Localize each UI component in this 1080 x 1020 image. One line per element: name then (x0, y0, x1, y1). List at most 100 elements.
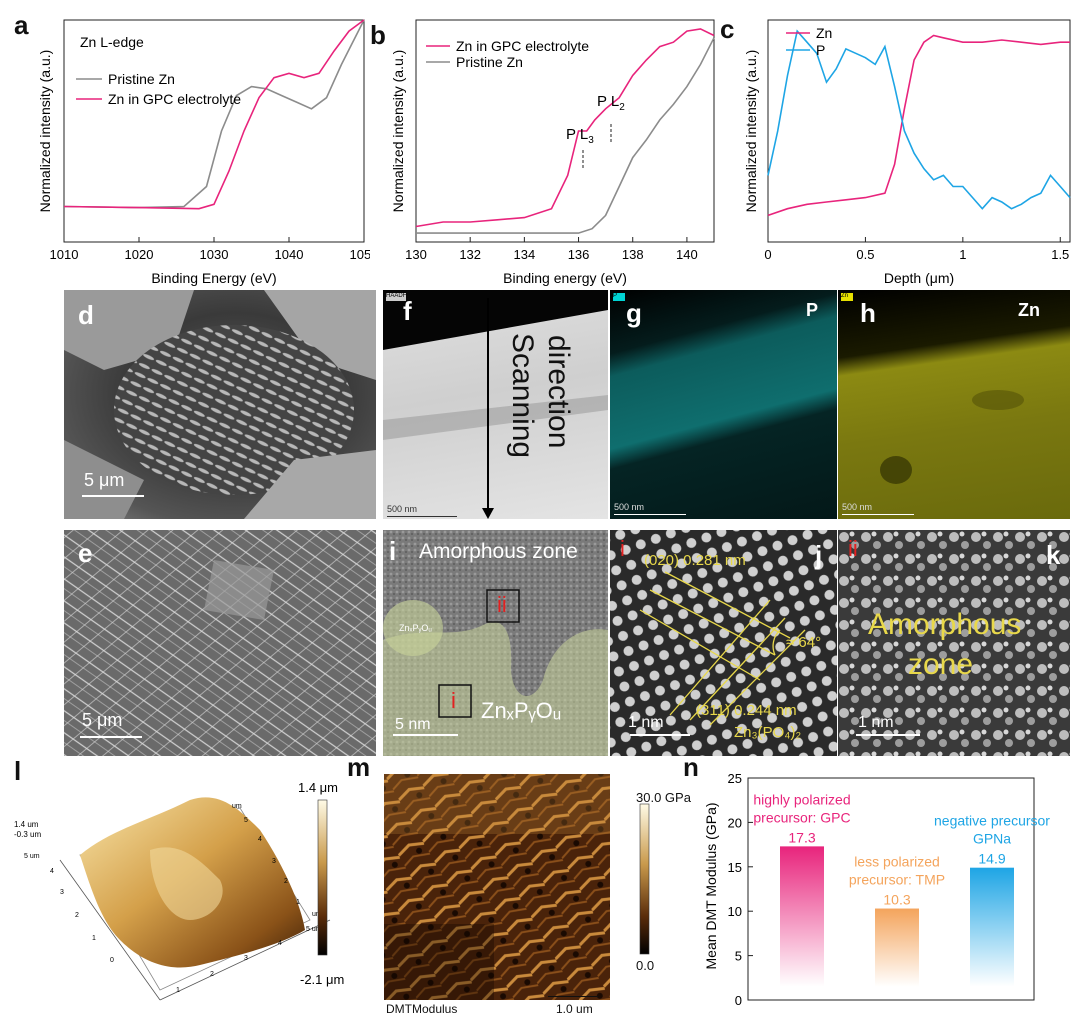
xtick-label-2-0: 0 (764, 247, 771, 262)
chart-a-title: Zn L-edge (80, 34, 144, 50)
chart-n: Mean DMT Modulus (GPa) 0 5 10 15 20 25 17.3 hi… (703, 771, 1050, 1008)
panel-letter-i: i (389, 536, 397, 566)
series-line-0-1 (63, 19, 365, 210)
chart-c-xlabel: Depth (μm) (884, 270, 954, 286)
xtick-label-1-1: 132 (459, 247, 481, 262)
scale-label-f: 500 nm (387, 504, 418, 514)
svg-text:5 um: 5 um (24, 853, 40, 860)
ytick-label-n-5: 25 (728, 771, 742, 786)
l-top-label: 1.4 um (14, 820, 39, 829)
i-phase-label: ZnₓPᵧOᵤ (481, 698, 562, 723)
xtick-label-0-3: 1040 (275, 247, 304, 262)
j-plane-311: (311) 0.244 nm (696, 702, 797, 719)
chart-a-xlabel: Binding Energy (eV) (151, 270, 276, 286)
series-line-2-0 (767, 34, 1070, 217)
scale-bar-h (842, 514, 914, 515)
l-cbar-min: -2.1 μm (300, 972, 344, 987)
xtick-label-0-0: 1010 (50, 247, 79, 262)
ytick-label-n-2: 10 (728, 904, 742, 919)
svg-text:1: 1 (92, 935, 96, 942)
m-colorbar (639, 803, 650, 955)
ytick-label-n-0: 0 (735, 993, 742, 1008)
svg-text:4: 4 (50, 868, 54, 875)
afm-map-m (384, 774, 610, 1000)
l-cbar-max: 1.4 μm (298, 780, 338, 795)
panel-letter-b: b (370, 20, 386, 50)
ytick-label-n-1: 5 (735, 949, 742, 964)
g-element-label: P (806, 300, 819, 320)
chart-n-ylabel: Mean DMT Modulus (GPa) (703, 802, 719, 969)
xtick-label-0-1: 1020 (125, 247, 154, 262)
xtick-label-1-2: 134 (514, 247, 536, 262)
chart-c: Normalized intensity (a.u.) Depth (μm) 0… (743, 19, 1071, 286)
scale-label-k: 1 nm (858, 714, 894, 731)
hrtem-image-i: i Amorphous zone ZnₓPᵧOᵤ ii i ZnₓPᵧOᵤ 5 … (383, 530, 608, 756)
f-tag: HAADF (386, 293, 407, 301)
panel-letter-d: d (78, 300, 94, 330)
scale-bar-f (387, 516, 457, 517)
panel-letter-f: f (403, 296, 412, 326)
k-amorphous-1: Amorphous (868, 608, 1022, 641)
legend-label-gpc-b: Zn in GPC electrolyte (456, 38, 589, 54)
m-cbar-max: 30.0 GPa (636, 790, 691, 805)
i-box-i-label: i (451, 688, 456, 713)
i-small-phase-label: ZnₓPᵧOᵤ (399, 623, 432, 633)
sem-image-d: d 5 μm (64, 290, 376, 519)
annotation-l3: P L3 (566, 126, 594, 146)
panel-letter-n: n (683, 752, 699, 782)
hrtem-image-j: i j (020) 0.281 nm ≈ 64° (311) 0.244 nm … (610, 530, 837, 756)
afm-3d-l: 1.4 um -0.3 um 5 um 4 3 2 1 0 1 2 3 4 5 … (14, 780, 344, 1001)
panel-letter-l: l (14, 756, 22, 786)
sem-image-e: e 5 μm (64, 530, 376, 756)
bar-category-label-2-1: GPNa (973, 831, 1011, 847)
chart-c-ylabel: Normalized intensity (a.u.) (743, 50, 759, 213)
svg-text:2: 2 (210, 971, 214, 978)
ytick-label-n-4: 20 (728, 815, 742, 830)
ytick-label-n-3: 15 (728, 860, 742, 875)
l-colorbar (317, 799, 328, 956)
svg-text:3: 3 (272, 858, 276, 865)
panel-letter-a: a (14, 10, 29, 40)
m-cbar-min: 0.0 (636, 958, 655, 973)
panel-letter-j: j (815, 540, 823, 570)
svg-text:um: um (232, 803, 242, 810)
chart-b-xlabel: Binding energy (eV) (503, 270, 627, 286)
series-line-1-1 (416, 37, 715, 234)
l-bot-label: -0.3 um (14, 830, 41, 839)
scale-label-i: 5 nm (395, 716, 431, 733)
xtick-label-2-2: 1 (959, 247, 966, 262)
xtick-label-1-0: 130 (405, 247, 427, 262)
svg-text:3: 3 (60, 889, 64, 896)
m-scale-label: 1.0 um (556, 1002, 593, 1016)
scale-label-e: 5 μm (82, 710, 123, 730)
g-tag: P (613, 293, 625, 301)
scale-bar-g (614, 514, 686, 515)
panel-letter-m: m (347, 752, 371, 782)
i-amorphous-label: Amorphous zone (419, 540, 578, 563)
bar-category-label-1-0: less polarized (854, 854, 940, 870)
legend-label-p: P (816, 42, 825, 58)
bar-category-label-2-0: negative precursor (934, 813, 1050, 829)
svg-text:um: um (312, 911, 322, 918)
legend-label-gpc: Zn in GPC electrolyte (108, 91, 241, 107)
m-scale-bar (548, 996, 598, 997)
k-marker-label: ii (848, 536, 858, 561)
annotation-l2: P L2 (597, 93, 625, 113)
series-line-0-0 (63, 19, 365, 209)
bar-category-label-1-1: precursor: TMP (849, 872, 945, 888)
bar-0 (780, 846, 824, 987)
h-element-label: Zn (1018, 300, 1040, 320)
xtick-label-2-3: 1.5 (1051, 247, 1069, 262)
legend-label-pristine-b: Pristine Zn (456, 54, 523, 70)
bar-value-label-2: 14.9 (978, 851, 1005, 867)
panel-letter-k: k (1046, 540, 1061, 570)
eds-map-g: P g P 500 nm (610, 290, 837, 519)
chart-b-ylabel: Normalized intensity (a.u.) (390, 50, 406, 213)
chart-a-ylabel: Normalized intensity (a.u.) (37, 50, 53, 213)
svg-text:1: 1 (176, 987, 180, 994)
xtick-label-2-1: 0.5 (856, 247, 874, 262)
j-marker-label: i (620, 536, 625, 561)
xtick-label-1-5: 140 (676, 247, 698, 262)
panel-letter-e: e (78, 538, 93, 568)
xtick-label-1-3: 136 (568, 247, 590, 262)
